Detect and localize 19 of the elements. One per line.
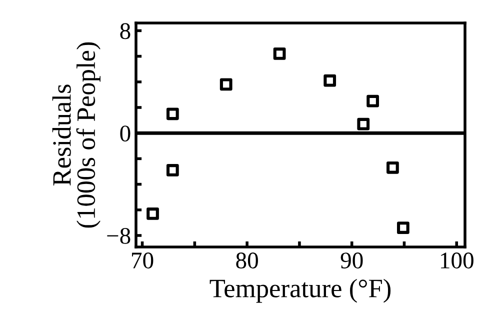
point: [386, 161, 399, 174]
x-tick-label: 90: [340, 252, 363, 268]
point: [220, 78, 232, 91]
point: [166, 164, 179, 176]
y-tick-label: 8: [120, 23, 130, 40]
y-axis-title: Residuals (1000s of People): [52, 42, 100, 228]
point: [273, 48, 286, 60]
x-tick-label: 70: [132, 252, 154, 268]
point: [166, 108, 179, 120]
point: [396, 222, 410, 234]
point: [366, 94, 379, 108]
point: [357, 118, 370, 130]
y-tick-label: 0: [120, 126, 130, 142]
point: [146, 208, 159, 220]
point: [324, 74, 336, 87]
x-tick-label: 100: [440, 252, 474, 268]
x-tick-label: 80: [236, 252, 258, 268]
x-axis-title: Temperature (°F): [210, 278, 391, 303]
y-tick-label: −8: [107, 228, 130, 244]
